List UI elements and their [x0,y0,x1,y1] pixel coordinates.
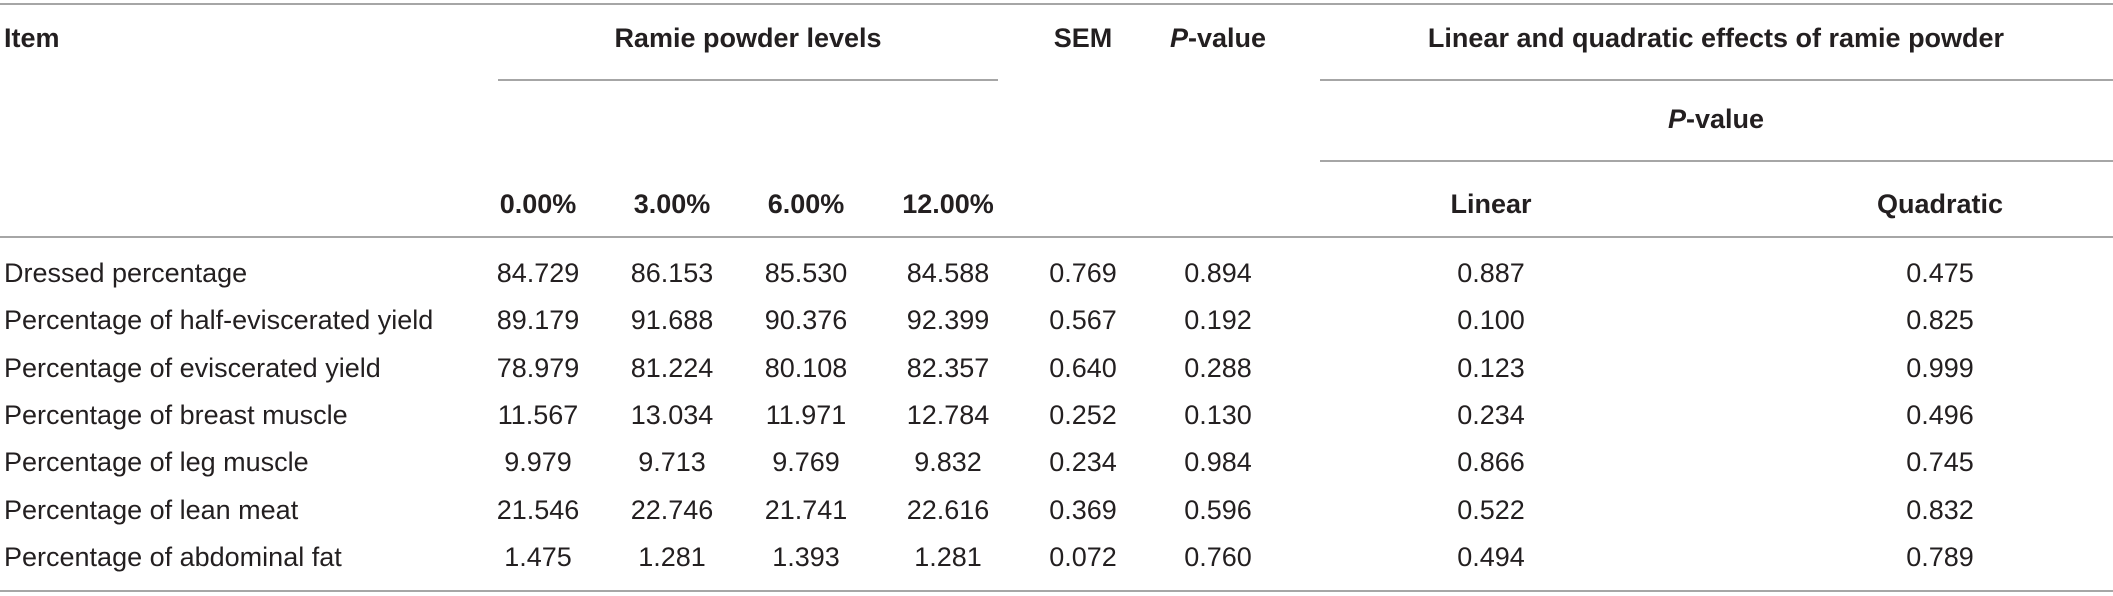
cell-p-value: 0.894 [1184,258,1252,288]
cell-p-value: 0.596 [1184,495,1252,525]
cell-level-12: 12.784 [906,400,990,430]
cell-level-3: 1.281 [638,542,706,572]
cell-level-0: 11.567 [497,400,579,430]
header-item: Item [4,23,60,53]
header-ramie-powder-levels: Ramie powder levels [614,23,882,53]
cell-sem: 0.640 [1049,353,1117,383]
cell-item: Dressed percentage [4,258,248,288]
cell-level-0: 89.179 [496,305,580,335]
bottom-rule [0,590,2113,592]
cell-quadratic: 0.496 [1906,400,1974,430]
cell-level-6: 21.741 [764,495,848,525]
cell-item: Percentage of eviscerated yield [4,353,381,383]
cell-item: Percentage of breast muscle [4,400,348,430]
header-level-12: 12.00% [902,189,994,219]
cell-level-12: 92.399 [906,305,990,335]
header-level-3: 3.00% [633,189,711,219]
cell-p-value: 0.130 [1184,400,1252,430]
cell-item: Percentage of half-eviscerated yield [4,305,434,335]
header-effects-p-italic: P [1667,104,1686,134]
header-p-italic: P [1169,23,1188,53]
cell-sem: 0.072 [1049,542,1117,572]
cell-level-6: 11.971 [765,400,847,430]
cell-quadratic: 0.475 [1906,258,1974,288]
cell-sem: 0.567 [1049,305,1117,335]
cell-level-0: 21.546 [496,495,580,525]
cell-linear: 0.234 [1457,400,1525,430]
cell-p-value: 0.288 [1184,353,1252,383]
header-linear-quadratic-effects: Linear and quadratic effects of ramie po… [1427,23,2005,53]
cell-linear: 0.522 [1457,495,1525,525]
cell-sem: 0.369 [1049,495,1117,525]
cell-level-12: 82.357 [906,353,990,383]
cell-item: Percentage of abdominal fat [4,542,342,572]
cell-level-3: 13.034 [630,400,714,430]
cell-linear: 0.100 [1457,305,1525,335]
header-effects-p-suffix: -value [1685,104,1765,134]
cell-sem: 0.234 [1049,447,1117,477]
cell-level-0: 9.979 [504,447,572,477]
effects-group-rule [1320,79,2113,81]
cell-level-0: 78.979 [496,353,580,383]
cell-linear: 0.494 [1457,542,1525,572]
cell-linear: 0.866 [1457,447,1525,477]
levels-group-rule [498,79,998,81]
header-p-value: P-value [1170,22,1266,54]
cell-level-6: 9.769 [772,447,840,477]
cell-level-3: 9.713 [638,447,706,477]
header-p-suffix: -value [1187,23,1267,53]
cell-item: Percentage of leg muscle [4,447,309,477]
cell-linear: 0.123 [1457,353,1525,383]
cell-p-value: 0.984 [1184,447,1252,477]
cell-level-0: 84.729 [496,258,580,288]
cell-level-6: 1.393 [772,542,840,572]
cell-level-12: 84.588 [906,258,990,288]
cell-level-3: 86.153 [630,258,714,288]
header-quadratic: Quadratic [1876,189,2004,219]
cell-quadratic: 0.789 [1906,542,1974,572]
cell-level-6: 85.530 [764,258,848,288]
header-linear: Linear [1450,189,1532,219]
cell-level-6: 90.376 [764,305,848,335]
cell-level-12: 22.616 [906,495,990,525]
header-effects-p-value: P-value [1668,103,1764,135]
cell-linear: 0.887 [1457,258,1525,288]
cell-level-3: 22.746 [630,495,714,525]
cell-level-12: 1.281 [914,542,982,572]
cell-p-value: 0.760 [1184,542,1252,572]
cell-quadratic: 0.999 [1906,353,1974,383]
cell-level-12: 9.832 [914,447,982,477]
cell-p-value: 0.192 [1184,305,1252,335]
pvalue-sub-rule [1320,160,2113,162]
cell-quadratic: 0.745 [1906,447,1974,477]
cell-sem: 0.769 [1049,258,1117,288]
cell-level-3: 81.224 [630,353,714,383]
cell-level-6: 80.108 [764,353,848,383]
header-bottom-rule [0,236,2113,238]
header-sem: SEM [1053,23,1113,53]
cell-item: Percentage of lean meat [4,495,299,525]
top-rule [0,3,2113,5]
cell-quadratic: 0.832 [1906,495,1974,525]
header-level-6: 6.00% [767,189,845,219]
cell-level-3: 91.688 [630,305,714,335]
header-level-0: 0.00% [499,189,577,219]
cell-level-0: 1.475 [504,542,572,572]
cell-sem: 0.252 [1049,400,1117,430]
cell-quadratic: 0.825 [1906,305,1974,335]
